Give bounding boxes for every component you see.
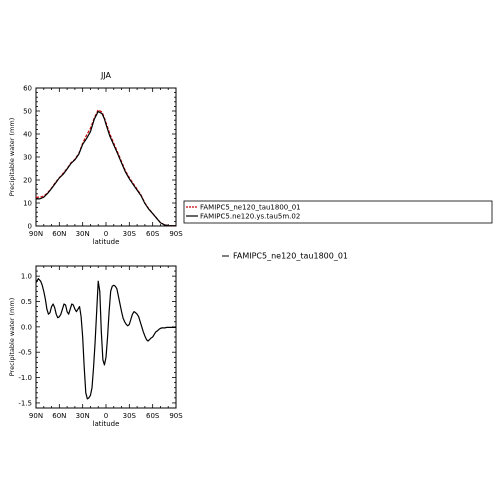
y-tick-label: -0.5: [18, 349, 32, 357]
x-tick-label: 30N: [76, 230, 90, 238]
y-tick-label: -1.0: [18, 374, 32, 382]
x-tick-label: 90N: [29, 230, 43, 238]
legend-label: FAMIPC5_ne120_tau1800_01: [200, 204, 301, 212]
legend: FAMIPC5_ne120_tau1800_01FAMIPC5.ne120.ys…: [183, 200, 493, 224]
chart-panel-1: 90N 60N 30N 0 30S 60S 90Slatitude0102030405060…: [8, 71, 183, 246]
legend-2: FAMIPC5_ne120_tau1800_01: [222, 252, 348, 261]
y-tick-label: 60: [23, 85, 32, 93]
series-line-2: [36, 110, 176, 227]
plot-frame: [35, 265, 177, 409]
y-tick-label: -1.5: [18, 399, 32, 407]
legend-label: FAMIPC5_ne120_tau1800_01: [233, 252, 348, 261]
legend-label: FAMIPC5.ne120.ys.tau5m.02: [200, 213, 300, 221]
x-tick-label: 90S: [169, 230, 183, 238]
plot-frame: [35, 87, 177, 227]
chart-panel-2: 90N 60N 30N 0 30S 60S 90S latitude -1.5 -1.0 -0.5 0…: [8, 265, 183, 428]
x-tick-label: 60N: [52, 412, 66, 420]
y-tick-label: 10: [23, 200, 32, 208]
y-tick-label: 40: [23, 131, 32, 139]
series-line-1: [36, 109, 176, 227]
y-tick-label: 0.0: [21, 323, 32, 331]
x-tick-label: 90N: [29, 412, 43, 420]
x-tick-label: 30N: [76, 412, 90, 420]
y-tick-label: 30: [23, 154, 32, 162]
x-tick-label: 60S: [146, 230, 160, 238]
x-tick-label: 30S: [123, 230, 137, 238]
y-tick-label: 50: [23, 108, 32, 116]
y-axis-label: Precipitable water (mm): [8, 118, 16, 197]
x-axis-label: latitude: [93, 238, 120, 246]
x-tick-label: 60N: [52, 230, 66, 238]
chart-title: JJA: [100, 71, 112, 80]
y-tick-label: 1.0: [21, 273, 32, 281]
legend-box: [183, 200, 493, 224]
x-tick-label: 90S: [169, 412, 183, 420]
x-tick-label: 60S: [146, 412, 160, 420]
x-tick-label: 0: [104, 412, 108, 420]
x-tick-label: 0: [104, 230, 108, 238]
x-axis-label: latitude: [93, 420, 120, 428]
series-line-1: [35, 278, 176, 400]
y-tick-label: 0.5: [21, 298, 32, 306]
y-tick-label: 0: [28, 223, 32, 231]
y-tick-label: 20: [23, 177, 32, 185]
x-tick-label: 30S: [123, 412, 137, 420]
y-axis-label: Precipitable water (mm): [8, 298, 16, 377]
